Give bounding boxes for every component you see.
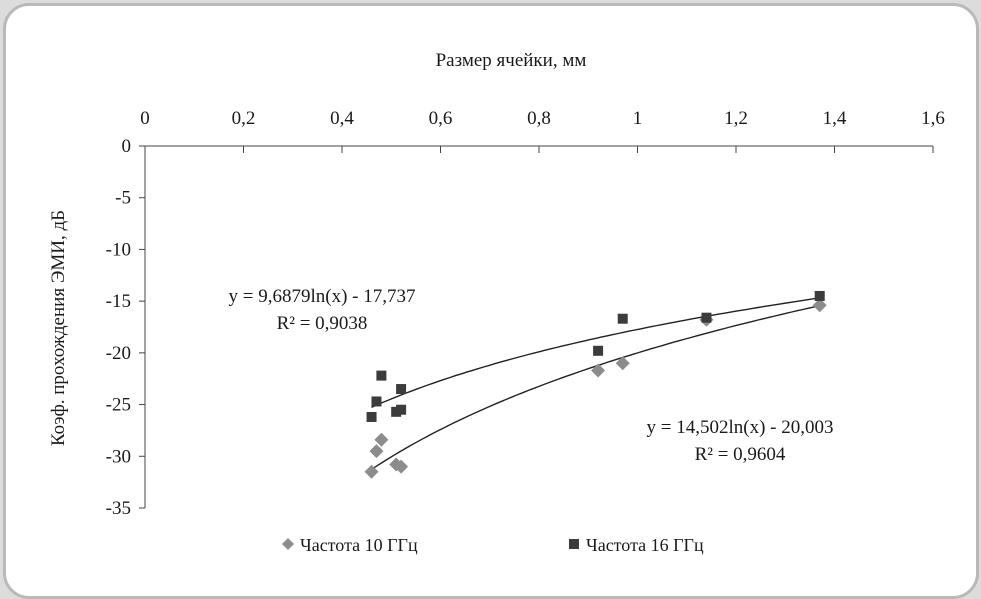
y-tick-label: 0 bbox=[122, 136, 132, 157]
y-tick-label: -30 bbox=[106, 446, 131, 467]
y-tick-label: -20 bbox=[106, 343, 131, 364]
data-point-diamond bbox=[369, 444, 384, 459]
x-tick-label: 1,2 bbox=[724, 108, 748, 129]
data-point-square bbox=[701, 312, 712, 323]
x-axis-title: Размер ячейки, мм bbox=[436, 50, 587, 71]
data-point-diamond bbox=[374, 432, 389, 447]
y-axis-title: Коэф. прохождения ЭМИ, дБ bbox=[48, 210, 69, 446]
data-point-square bbox=[617, 313, 628, 324]
data-point-square bbox=[376, 370, 387, 381]
legend-marker-diamond bbox=[282, 538, 294, 550]
y-tick-label: -25 bbox=[106, 395, 131, 416]
trendline-series-1 bbox=[371, 297, 820, 408]
data-point-diamond bbox=[394, 459, 409, 474]
y-tick-label: -35 bbox=[106, 498, 131, 519]
x-tick-label: 0,8 bbox=[527, 108, 551, 129]
legend-item-10ghz: Частота 10 ГГц bbox=[282, 535, 418, 555]
legend-item-16ghz: Частота 16 ГГц bbox=[569, 535, 704, 555]
trendline-r2-16ghz: R² = 0,9038 bbox=[277, 313, 368, 334]
x-tick-label: 0,2 bbox=[232, 108, 256, 129]
legend: Частота 10 ГГц Частота 16 ГГц bbox=[282, 535, 704, 555]
trendline-equation-10ghz: y = 14,502ln(x) - 20,003 bbox=[647, 417, 834, 438]
x-tick-label: 0,6 bbox=[429, 108, 453, 129]
equation-10ghz: y = 14,502ln(x) - 20,003 R² = 0,9604 bbox=[647, 417, 834, 465]
equation-16ghz: y = 9,6879ln(x) - 17,737 R² = 0,9038 bbox=[229, 286, 416, 334]
data-point-diamond bbox=[615, 356, 630, 371]
x-tick-label: 0 bbox=[140, 108, 150, 129]
x-axis: 0 0,2 0,4 0,6 0,8 1 1,2 1,4 1,6 bbox=[140, 108, 945, 153]
data-points bbox=[364, 290, 827, 479]
data-point-diamond bbox=[364, 464, 379, 479]
data-point-square bbox=[396, 384, 407, 395]
y-axis: 0 -5 -10 -15 -20 -25 -30 -35 bbox=[106, 136, 146, 519]
legend-label-16ghz: Частота 16 ГГц bbox=[586, 535, 704, 555]
data-point-diamond bbox=[591, 363, 606, 378]
chart-frame bbox=[3, 3, 979, 599]
x-tick-label: 1,6 bbox=[921, 108, 945, 129]
x-tick-label: 0,4 bbox=[330, 108, 354, 129]
data-point-square bbox=[366, 411, 377, 422]
y-tick-label: -15 bbox=[106, 291, 131, 312]
data-point-diamond bbox=[812, 298, 827, 313]
trendline-r2-10ghz: R² = 0,9604 bbox=[695, 444, 786, 465]
legend-label-10ghz: Частота 10 ГГц bbox=[300, 535, 418, 555]
legend-marker-square bbox=[569, 539, 579, 549]
y-tick-label: -5 bbox=[115, 188, 131, 209]
y-tick-label: -10 bbox=[106, 239, 131, 260]
data-point-square bbox=[371, 396, 382, 407]
x-tick-label: 1,4 bbox=[823, 108, 847, 129]
x-tick-label: 1 bbox=[633, 108, 643, 129]
data-point-square bbox=[396, 404, 407, 415]
trendline-equation-16ghz: y = 9,6879ln(x) - 17,737 bbox=[229, 286, 416, 307]
chart-canvas: Размер ячейки, мм Коэф. прохождения ЭМИ,… bbox=[48, 50, 945, 555]
data-point-square bbox=[593, 345, 604, 356]
data-point-square bbox=[814, 290, 825, 301]
